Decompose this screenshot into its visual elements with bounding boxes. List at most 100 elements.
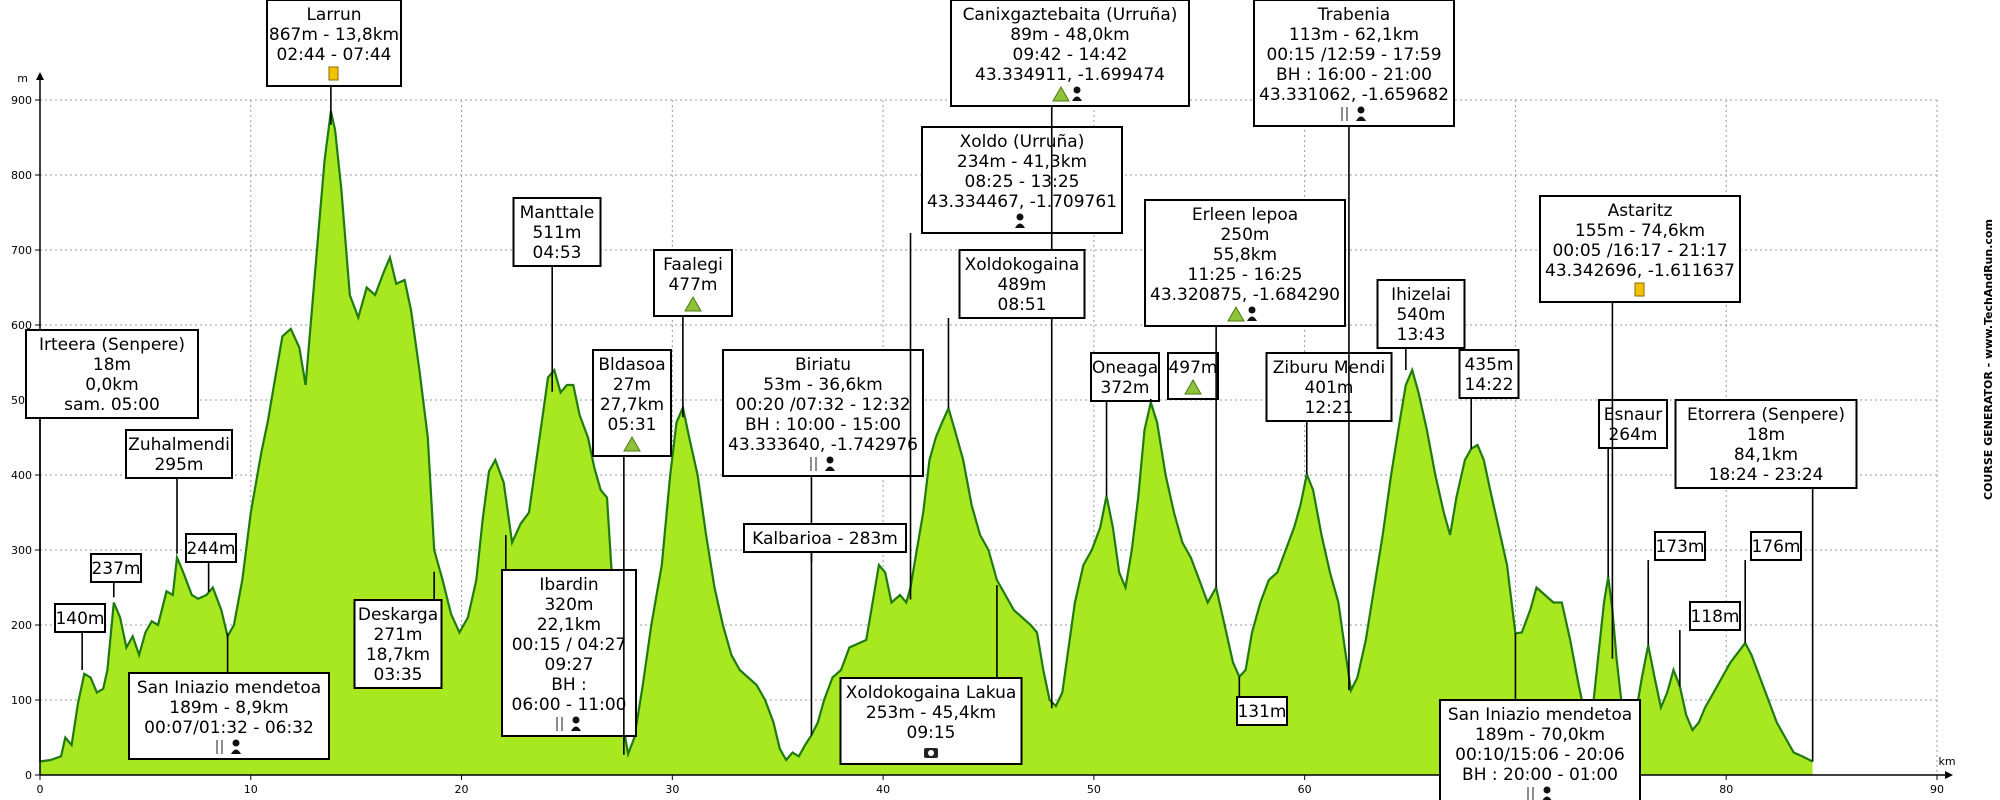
annotation-box — [958, 249, 1086, 319]
annotation-box — [185, 533, 237, 563]
peak-icon — [684, 295, 702, 312]
waypoint-annotation: 118m — [1679, 601, 1741, 687]
annotation-text: 477m — [668, 275, 717, 295]
y-tick-label: 200 — [11, 619, 32, 632]
y-tick-label: 0 — [25, 769, 32, 782]
x-tick-label: 30 — [665, 783, 679, 796]
annotation-text: 118m — [1690, 607, 1739, 627]
annotation-text: 09:42 - 14:42 — [1013, 45, 1128, 65]
annotation-text: BH : 20:00 - 01:00 — [1462, 765, 1618, 785]
peak-icon — [1184, 378, 1202, 395]
water-icon-body — [825, 466, 835, 471]
annotation-text: Ihizelai — [1391, 285, 1451, 305]
annotation-text: 320m — [544, 595, 593, 615]
annotation-text: Ziburu Mendi — [1273, 358, 1386, 378]
annotation-text: 140m — [55, 609, 104, 629]
water-icon — [232, 739, 240, 747]
annotation-text: 43.334467, -1.709761 — [927, 192, 1117, 212]
annotation-text: Bldasoa — [598, 355, 665, 375]
y-axis-label: m — [17, 72, 28, 85]
water-icon — [1016, 213, 1024, 221]
annotation-text: 18m — [1747, 425, 1785, 445]
annotation-text: 43.331062, -1.659682 — [1259, 85, 1449, 105]
annotation-text: Manttale — [520, 203, 595, 223]
annotation-box — [125, 429, 233, 479]
annotation-text: Esnaur — [1604, 405, 1663, 425]
annotation-text: 295m — [154, 455, 203, 475]
annotation-text: Larrun — [306, 5, 361, 25]
waypoint-annotation: Canixgaztebaita (Urruña)89m - 48,0km09:4… — [950, 0, 1190, 709]
annotation-text: 06:00 - 11:00 — [512, 695, 627, 715]
waypoint-annotation: 497m — [1149, 352, 1219, 403]
annotation-text: 12:21 — [1305, 398, 1354, 418]
annotation-box — [1654, 531, 1706, 561]
y-tick-label: 400 — [11, 469, 32, 482]
annotation-text: 89m - 48,0km — [1010, 25, 1129, 45]
annotation-text: 43.334911, -1.699474 — [975, 65, 1165, 85]
y-tick-label: 300 — [11, 544, 32, 557]
waypoint-annotation: 140m — [54, 603, 106, 670]
drink-icon — [328, 66, 339, 81]
annotation-text: 18:24 - 23:24 — [1709, 465, 1824, 485]
annotation-text: BH : — [551, 675, 587, 695]
annotation-text: 372m — [1100, 378, 1149, 398]
summit-icon — [1052, 85, 1070, 102]
annotation-box — [1750, 531, 1802, 561]
annotation-box — [1598, 399, 1668, 449]
annotation-text: 13:43 — [1397, 325, 1446, 345]
x-tick-label: 50 — [1087, 783, 1101, 796]
annotation-text: 05:31 — [608, 415, 657, 435]
annotation-text: Erleen lepoa — [1192, 205, 1298, 225]
annotation-box — [1253, 0, 1455, 127]
annotation-text: Xoldo (Urruña) — [960, 132, 1085, 152]
water-icon-body — [1072, 96, 1082, 101]
waypoint-annotation: 173m — [1647, 531, 1706, 646]
annotation-text: 08:25 - 13:25 — [965, 172, 1080, 192]
elevation-line — [39, 111, 1814, 763]
annotation-text: 497m — [1168, 358, 1217, 378]
water-icon — [572, 716, 580, 724]
annotation-text: Ibardin — [539, 575, 598, 595]
x-axis-arrow — [1945, 771, 1953, 779]
water-icon — [1248, 306, 1256, 314]
x-tick-label: 80 — [1719, 783, 1733, 796]
x-tick-label: 60 — [1298, 783, 1312, 796]
water-icon-body — [1542, 796, 1552, 800]
annotation-text: Kalbarioa - 283m — [752, 529, 898, 549]
annotation-text: 04:53 — [533, 243, 582, 263]
annotation-text: 00:15 /12:59 - 17:59 — [1266, 45, 1441, 65]
annotation-box — [950, 0, 1190, 107]
annotation-text: 55,8km — [1213, 245, 1277, 265]
drink-icon — [1634, 282, 1645, 297]
annotation-text: Xoldokogaina — [965, 255, 1080, 275]
annotation-text: 867m - 13,8km — [269, 25, 399, 45]
annotation-text: 00:07/01:32 - 06:32 — [144, 718, 314, 738]
annotation-text: 401m — [1304, 378, 1353, 398]
water-icon-body — [571, 726, 581, 731]
annotation-text: 02:44 - 07:44 — [277, 45, 392, 65]
annotation-text: Trabenia — [1317, 5, 1390, 25]
annotation-text: San Iniazio mendetoa — [1448, 705, 1632, 725]
water-icon — [826, 456, 834, 464]
annotation-text: 18,7km — [366, 645, 430, 665]
annotation-box — [1674, 399, 1858, 489]
annotation-text: Irteera (Senpere) — [39, 335, 185, 355]
annotation-box — [1376, 279, 1466, 349]
annotation-text: 43.333640, -1.742976 — [728, 435, 918, 455]
annotation-box — [1144, 199, 1346, 327]
annotation-text: 234m - 41,3km — [957, 152, 1087, 172]
annotation-text: 511m — [532, 223, 581, 243]
annotation-text: 250m — [1220, 225, 1269, 245]
